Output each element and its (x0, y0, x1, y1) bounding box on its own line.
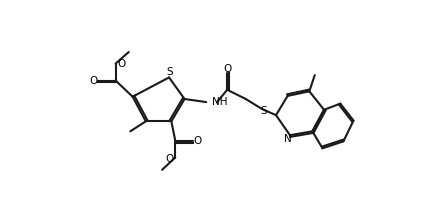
Text: O: O (223, 64, 231, 74)
Text: S: S (260, 106, 267, 116)
Text: O: O (194, 136, 202, 146)
Text: S: S (167, 67, 173, 77)
Text: O: O (90, 75, 98, 85)
Text: O: O (118, 59, 126, 69)
Text: O: O (165, 154, 173, 164)
Text: NH: NH (212, 97, 227, 107)
Text: N: N (284, 134, 292, 144)
